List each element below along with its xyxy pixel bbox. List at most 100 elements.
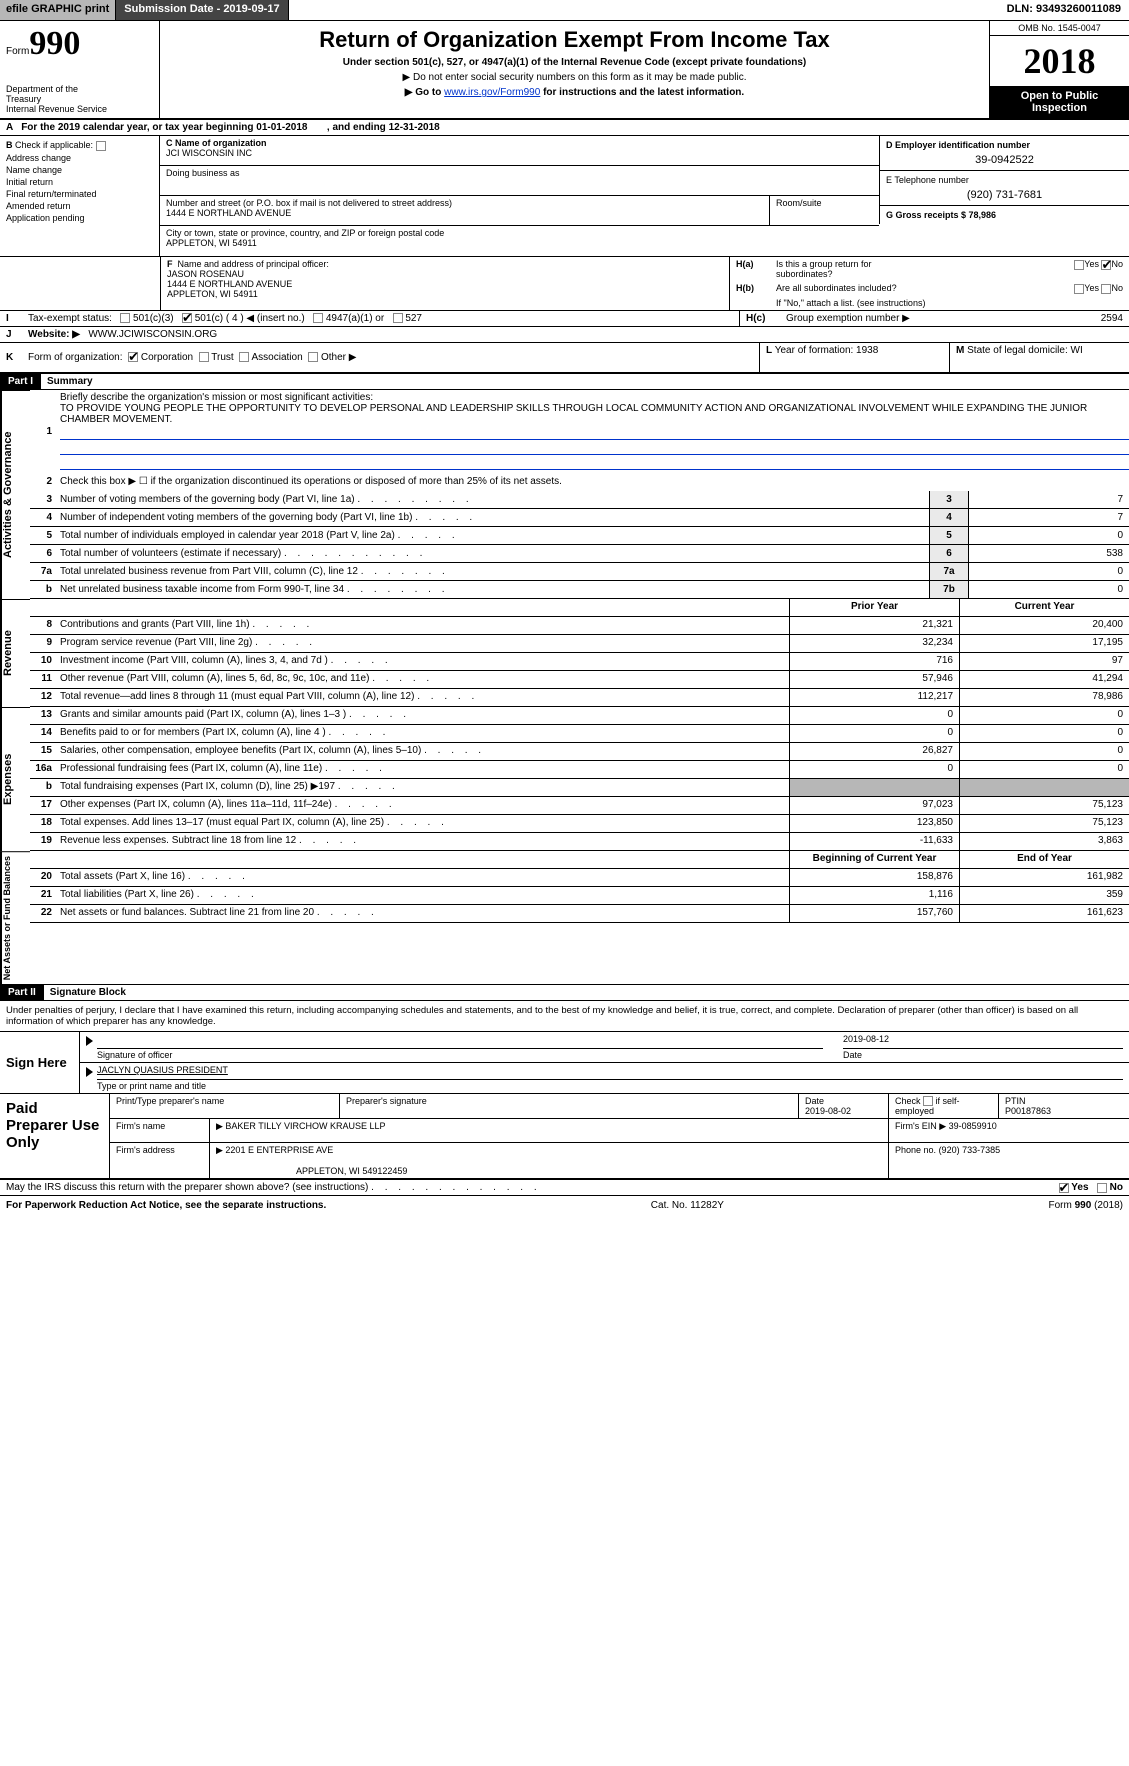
pen-icon [86,1067,93,1077]
sign-date: 2019-08-12 [843,1034,1123,1048]
dots: . . . . . . . . [347,584,449,595]
g-gross-receipts: G Gross receipts $ 78,986 [886,210,996,220]
ha-q2: subordinates? [776,269,833,279]
open-pub-line: Inspection [994,102,1125,114]
line-num: 8 [30,617,60,634]
dots: . . . . . [338,781,399,792]
expenses-content: 13Grants and similar amounts paid (Part … [30,707,1129,851]
name-label: Type or print name and title [97,1079,1123,1091]
omb-number: OMB No. 1545-0047 [990,21,1129,36]
d-label: D Employer identification number [886,140,1030,150]
c-city-label: City or town, state or province, country… [166,228,873,238]
dots: . . . . . [349,709,410,720]
line-num: 5 [30,530,60,541]
prior-value: 1,116 [789,887,959,904]
net-header-row: Beginning of Current Year End of Year [30,851,1129,869]
line-num: 20 [30,869,60,886]
revenue-block: Revenue Prior Year Current Year 8Contrib… [0,599,1129,707]
goto-link[interactable]: www.irs.gov/Form990 [444,87,540,98]
line-desc: Other revenue (Part VIII, column (A), li… [60,671,789,688]
perjury-statement: Under penalties of perjury, I declare th… [0,1001,1129,1032]
table-row: 22Net assets or fund balances. Subtract … [30,905,1129,923]
line-desc: Net unrelated business taxable income fr… [60,582,929,597]
street: 1444 E NORTHLAND AVENUE [166,208,763,218]
checkbox-icon[interactable] [96,141,106,151]
box-num: 3 [929,491,969,508]
checkbox-icon[interactable] [308,352,318,362]
current-value: 17,195 [959,635,1129,652]
current-value: 359 [959,887,1129,904]
ssn-warning: ▶ Do not enter social security numbers o… [170,72,979,83]
discuss-yesno: Yes No [1059,1182,1124,1193]
line-desc: Number of independent voting members of … [60,510,929,525]
hc-label: H(c) [746,313,765,324]
checkbox-icon[interactable] [1059,1183,1069,1193]
checkbox-icon[interactable] [182,313,192,323]
footer-row: For Paperwork Reduction Act Notice, see … [0,1196,1129,1215]
i-opt: 4947(a)(1) or [326,313,384,324]
line-2: 2 Check this box ▶ ☐ if the organization… [30,473,1129,491]
current-value: 0 [959,725,1129,742]
prep-ptin-cell: PTIN P00187863 [999,1094,1129,1119]
prep-date-cell: Date 2019-08-02 [799,1094,889,1119]
dots: . . . . . [417,691,478,702]
c-room-box: Room/suite [769,196,879,225]
box-num: 7b [929,581,969,598]
officer-name: JASON ROSENAU [167,269,244,279]
checkbox-icon[interactable] [1074,260,1084,270]
col-b-check: B Check if applicable: Address change Na… [0,136,160,256]
dots: . . . . . [372,673,433,684]
line-num: 4 [30,512,60,523]
prep-row-3: Firm's address ▶ 2201 E ENTERPRISE AVE A… [110,1143,1129,1178]
form-header: Form990 Department of the Treasury Inter… [0,21,1129,120]
checkbox-icon[interactable] [313,313,323,323]
k-label: K [0,350,22,365]
checkbox-icon[interactable] [923,1096,933,1106]
line-num: 13 [30,707,60,724]
checkbox-icon[interactable] [1101,284,1111,294]
submission-date: Submission Date - 2019-09-17 [116,0,288,20]
line-desc: Total unrelated business revenue from Pa… [60,564,929,579]
k-title: Form of organization: [28,352,123,363]
prep-row-2: Firm's name ▶ BAKER TILLY VIRCHOW KRAUSE… [110,1119,1129,1143]
cat-number: Cat. No. 11282Y [651,1200,724,1211]
open-pub-line: Open to Public [994,90,1125,102]
current-value: 78,986 [959,689,1129,706]
underline-area [60,456,1129,470]
no-label: No [1111,283,1123,293]
checkbox-icon[interactable] [1097,1183,1107,1193]
goto-line: ▶ Go to www.irs.gov/Form990 for instruct… [170,87,979,98]
hc-row: H(c) Group exemption number ▶ 2594 [739,311,1129,326]
firm-ein: 39-0859910 [949,1121,997,1131]
sign-here-label: Sign Here [0,1032,80,1093]
checkbox-icon[interactable] [239,352,249,362]
box-val: 7 [969,509,1129,526]
phone-label: Phone no. [895,1145,936,1155]
l1-desc-label: Briefly describe the organization's miss… [60,392,373,403]
prior-value: 32,234 [789,635,959,652]
current-value: 0 [959,743,1129,760]
checkbox-icon[interactable] [120,313,130,323]
table-row: 14Benefits paid to or for members (Part … [30,725,1129,743]
current-value: 75,123 [959,797,1129,814]
checkbox-icon[interactable] [128,352,138,362]
checkbox-icon[interactable] [1101,260,1111,270]
form-title: Return of Organization Exempt From Incom… [170,27,979,53]
part2-title: Signature Block [44,985,132,1000]
line-num: 6 [30,548,60,559]
b-label: B [6,140,13,150]
row-a-label: A [6,122,13,133]
checkbox-icon[interactable] [199,352,209,362]
line-desc: Total revenue—add lines 8 through 11 (mu… [60,689,789,706]
spacer [289,0,999,20]
checkbox-icon[interactable] [393,313,403,323]
row-j-website: J Website: ▶ WWW.JCIWISCONSIN.ORG [0,327,1129,342]
checkbox-icon[interactable] [1074,284,1084,294]
hb-label: H(b) [736,283,754,293]
dots: . . . . . . . . . . . . . [371,1182,540,1193]
box-val: 538 [969,545,1129,562]
prior-value: 158,876 [789,869,959,886]
row-a-tax-year: A For the 2019 calendar year, or tax yea… [0,120,1129,136]
c-street-box: Number and street (or P.O. box if mail i… [160,196,769,225]
prior-value: -11,633 [789,833,959,850]
